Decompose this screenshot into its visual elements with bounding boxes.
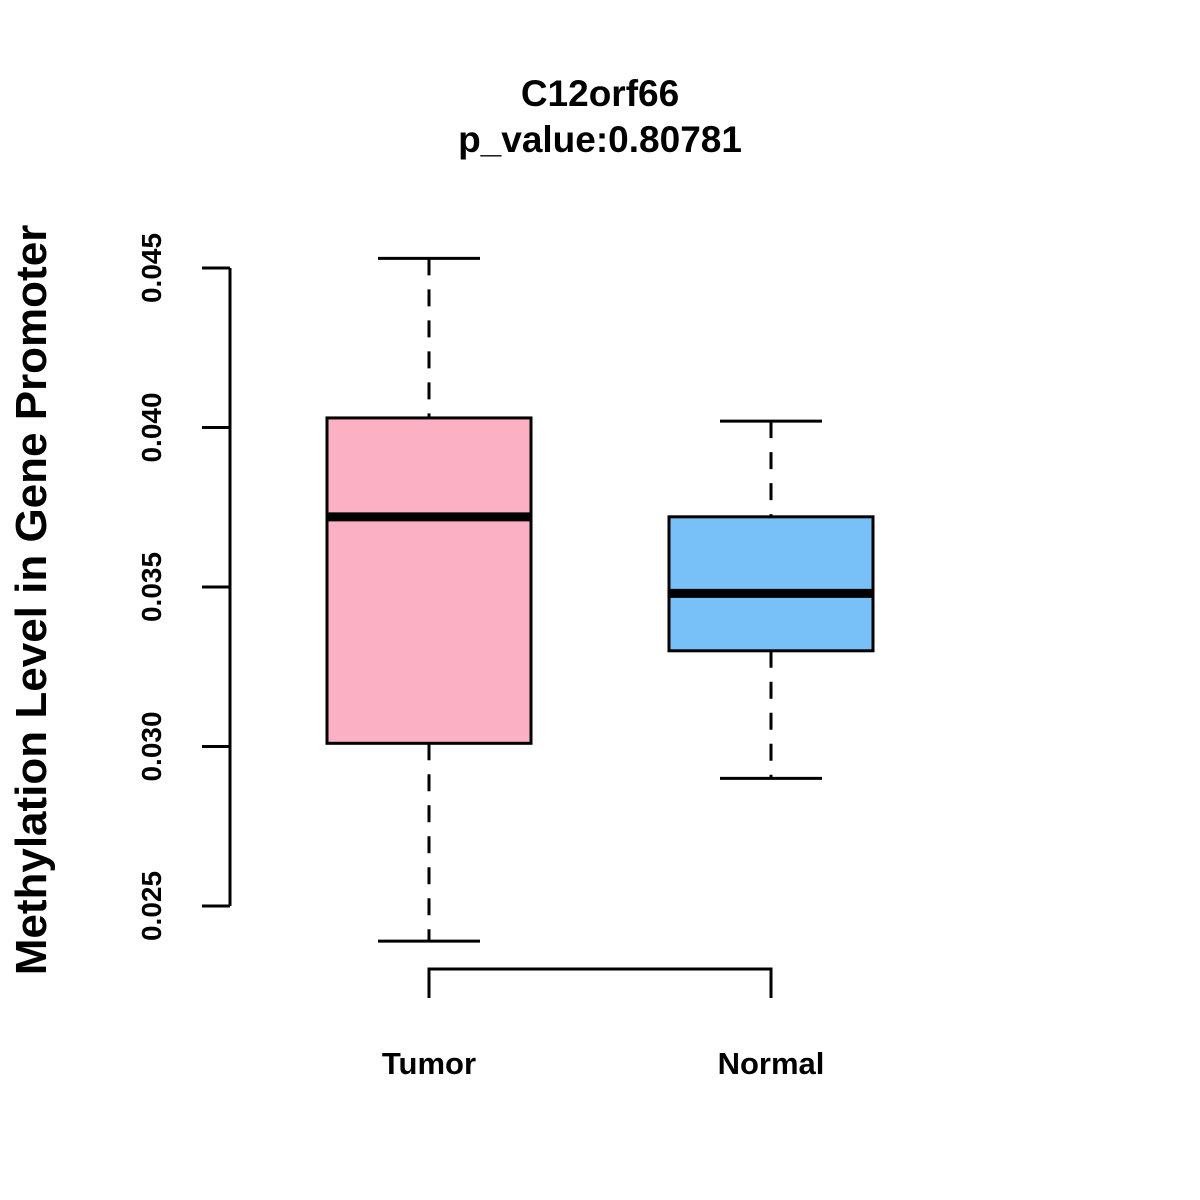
category-label-tumor: Tumor (382, 1046, 476, 1081)
category-labels: Tumor Normal (382, 1046, 824, 1081)
iqr-box (325, 416, 533, 745)
y-axis: 0.025 0.030 0.035 0.040 0.045 (136, 233, 232, 941)
box-normal (667, 419, 875, 780)
y-tick-label: 0.040 (136, 392, 167, 462)
iqr-box (667, 515, 875, 653)
y-tick-label: 0.035 (136, 552, 167, 622)
box-tumor (325, 256, 533, 943)
y-tick-label: 0.030 (136, 711, 167, 781)
chart-subtitle: p_value:0.80781 (458, 119, 742, 160)
bracket-line (427, 967, 773, 998)
chart-title: C12orf66 (521, 73, 679, 114)
y-axis-label: Methylation Level in Gene Promoter (7, 225, 56, 976)
comparison-bracket (427, 967, 773, 998)
category-label-normal: Normal (718, 1046, 825, 1081)
y-tick-label: 0.025 (136, 871, 167, 941)
boxes (325, 256, 875, 943)
y-tick-label: 0.045 (136, 233, 167, 303)
